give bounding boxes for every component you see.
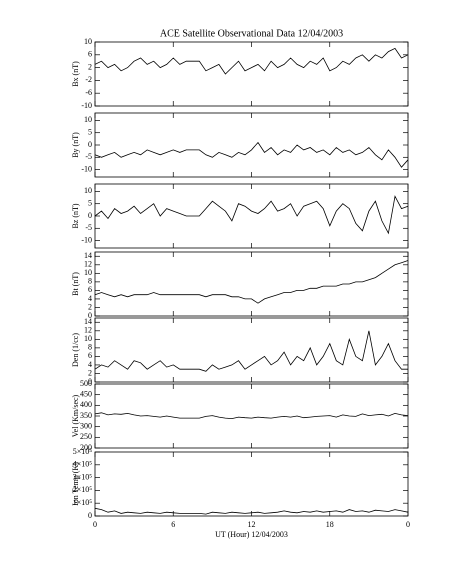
data-line (94, 507, 409, 515)
y-tick-label: 200 (80, 443, 92, 452)
y-tick-label: -10 (81, 235, 92, 244)
panel-frame (94, 41, 409, 107)
y-tick-label: 8 (88, 343, 92, 352)
y-tick-label: 2 (88, 62, 92, 71)
data-line (94, 141, 409, 168)
y-tick-label: 10 (84, 186, 92, 195)
y-tick-label: 450 (80, 389, 92, 398)
y-axis-label: Ion Temp (K) (71, 462, 80, 506)
y-tick-label: 0 (88, 140, 92, 149)
y-tick-label: 10 (84, 37, 92, 46)
data-line (94, 47, 409, 75)
y-axis-label: By (nT) (71, 132, 80, 158)
panel-frame (94, 317, 409, 383)
x-tick-label: 0 (93, 520, 97, 529)
y-tick-label: -6 (85, 88, 92, 97)
y-axis-label: Bt (nT) (71, 272, 80, 296)
y-tick-label: -10 (81, 164, 92, 173)
y-tick-label: 14 (84, 251, 92, 260)
y-tick-label: 5 (88, 199, 92, 208)
data-line (94, 330, 408, 372)
data-line (94, 195, 409, 235)
y-tick-label: 0 (88, 311, 92, 320)
y-tick-label: -5 (85, 223, 92, 232)
y-tick-label: 6 (88, 50, 92, 59)
y-tick-label: 10 (84, 334, 92, 343)
y-tick-label: 12 (84, 326, 92, 335)
y-tick-label: 1×10⁵ (73, 498, 93, 507)
data-line (94, 260, 409, 304)
y-tick-label: 250 (80, 432, 92, 441)
y-tick-label: 12 (84, 260, 92, 269)
x-axis-label: UT (Hour) 12/04/2003 (215, 530, 288, 539)
panel-frame (94, 112, 409, 178)
y-tick-label: 14 (84, 317, 92, 326)
panel-frame (94, 451, 409, 517)
y-tick-label: 10 (84, 268, 92, 277)
y-tick-label: 2×10⁵ (73, 485, 93, 494)
panel-frame (94, 183, 409, 249)
y-tick-label: 4×10⁵ (73, 460, 93, 469)
y-tick-label: 0 (88, 377, 92, 386)
x-tick-label: 6 (171, 520, 175, 529)
x-tick-label: 12 (248, 520, 256, 529)
data-line (94, 412, 409, 420)
y-tick-label: 4 (88, 360, 92, 369)
y-tick-label: 5×10⁵ (73, 447, 93, 456)
y-tick-label: 10 (84, 115, 92, 124)
x-tick-label: 18 (326, 520, 334, 529)
y-tick-label: 8 (88, 277, 92, 286)
y-tick-label: -2 (85, 75, 92, 84)
panel-frame (94, 251, 409, 317)
y-tick-label: 5 (88, 128, 92, 137)
chart-title: ACE Satellite Observational Data 12/04/2… (160, 28, 343, 39)
y-tick-label: -10 (81, 101, 92, 110)
y-tick-label: 2 (88, 302, 92, 311)
y-tick-label: 300 (80, 421, 92, 430)
y-tick-label: 2 (88, 368, 92, 377)
y-tick-label: 350 (80, 411, 92, 420)
y-tick-label: 4 (88, 294, 92, 303)
y-axis-label: Bx (nT) (71, 61, 80, 87)
y-tick-label: -5 (85, 152, 92, 161)
x-tick-label: 0 (406, 520, 410, 529)
y-tick-label: 6 (88, 285, 92, 294)
y-tick-label: 500 (80, 379, 92, 388)
y-axis-label: Vel (Km/sec) (71, 394, 80, 437)
y-axis-label: Den (1/cc) (71, 333, 80, 367)
y-tick-label: 400 (80, 400, 92, 409)
y-tick-label: 3×10⁵ (73, 472, 93, 481)
y-axis-label: Bz (nT) (71, 203, 80, 228)
y-tick-label: 0 (88, 511, 92, 520)
y-tick-label: 0 (88, 211, 92, 220)
y-tick-label: 6 (88, 351, 92, 360)
